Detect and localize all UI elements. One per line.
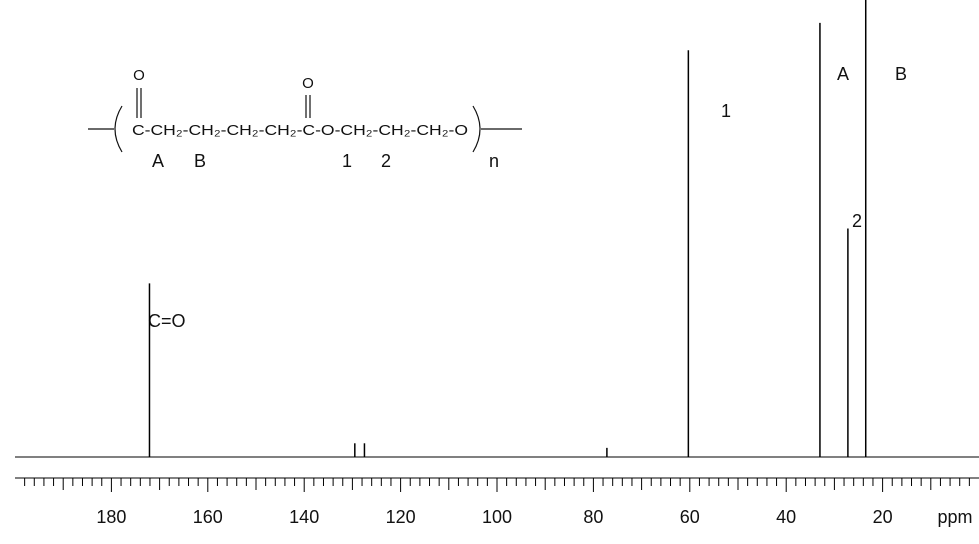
- x-tick-label: 180: [96, 507, 126, 527]
- peak-label: B: [895, 64, 907, 84]
- carbonyl-o: O: [302, 75, 314, 92]
- bracket-right: [472, 105, 481, 153]
- x-tick-label: 160: [193, 507, 223, 527]
- x-tick-label: 140: [289, 507, 319, 527]
- peak-label: C=O: [148, 311, 186, 331]
- structure: [88, 88, 522, 153]
- x-tick-label: 40: [776, 507, 796, 527]
- x-tick-label: 120: [386, 507, 416, 527]
- bracket-left: [114, 105, 123, 153]
- x-tick-label: 80: [583, 507, 603, 527]
- carbonyl-o: O: [133, 67, 145, 84]
- repeat-index: n: [489, 151, 499, 171]
- x-tick-label: 60: [680, 507, 700, 527]
- structure-chain: C-CH₂-CH₂-CH₂-CH₂-C-O-CH₂-CH₂-CH₂-O: [132, 122, 468, 139]
- position-label: 1: [342, 151, 352, 171]
- position-label: B: [194, 151, 206, 171]
- x-tick-label: 100: [482, 507, 512, 527]
- x-axis-label: ppm: [937, 507, 972, 527]
- position-label: A: [152, 151, 164, 171]
- peak-label: 1: [721, 101, 731, 121]
- peak-label: 2: [852, 211, 862, 231]
- x-tick-label: 20: [873, 507, 893, 527]
- peak-label: A: [837, 64, 849, 84]
- position-label: 2: [381, 151, 391, 171]
